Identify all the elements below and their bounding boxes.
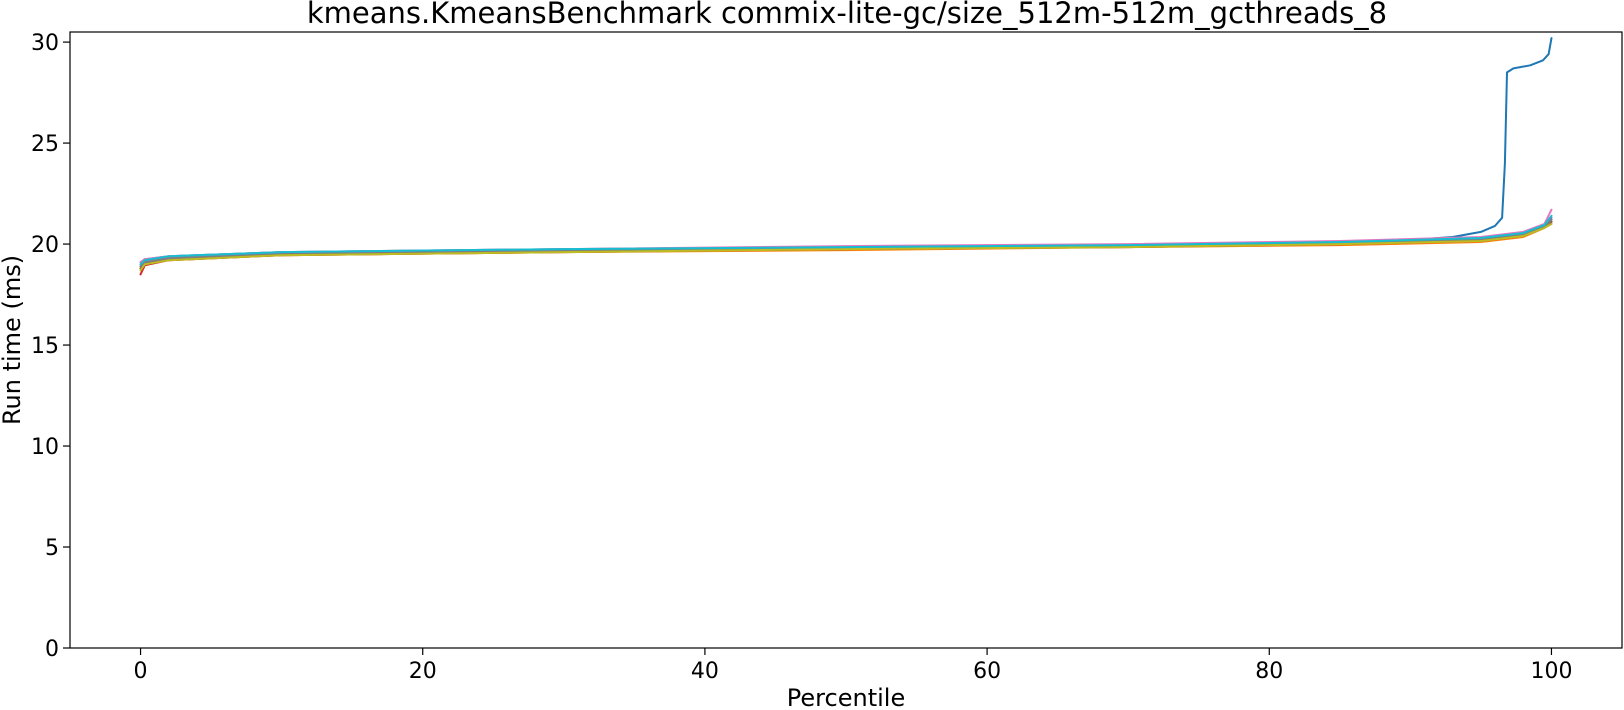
x-tick-label: 100 xyxy=(1530,659,1572,684)
y-tick-label: 20 xyxy=(31,233,59,258)
y-tick-label: 10 xyxy=(31,435,59,460)
series-line-8 xyxy=(139,218,1553,268)
y-tick-label: 15 xyxy=(31,334,59,359)
x-tick-label: 80 xyxy=(1255,659,1283,684)
y-tick-label: 0 xyxy=(45,637,59,662)
chart-title: kmeans.KmeansBenchmark commix-lite-gc/si… xyxy=(307,0,1387,30)
series-line-1 xyxy=(139,37,1553,264)
x-axis: 0 20 40 60 80 100 xyxy=(134,648,1572,684)
x-tick-label: 0 xyxy=(134,659,148,684)
x-tick-label: 20 xyxy=(409,659,437,684)
series-line-10 xyxy=(139,214,1553,266)
series-layer xyxy=(139,37,1553,276)
x-axis-label: Percentile xyxy=(787,684,905,710)
y-tick-label: 5 xyxy=(45,536,59,561)
y-axis-label: Run time (ms) xyxy=(0,255,26,425)
x-tick-label: 60 xyxy=(973,659,1001,684)
x-tick-label: 40 xyxy=(691,659,719,684)
y-axis: 0 5 10 15 20 25 30 xyxy=(31,31,70,662)
y-tick-label: 25 xyxy=(31,132,59,157)
plot-frame xyxy=(69,31,1623,649)
series-line-9 xyxy=(139,222,1553,272)
y-tick-label: 30 xyxy=(31,31,59,56)
